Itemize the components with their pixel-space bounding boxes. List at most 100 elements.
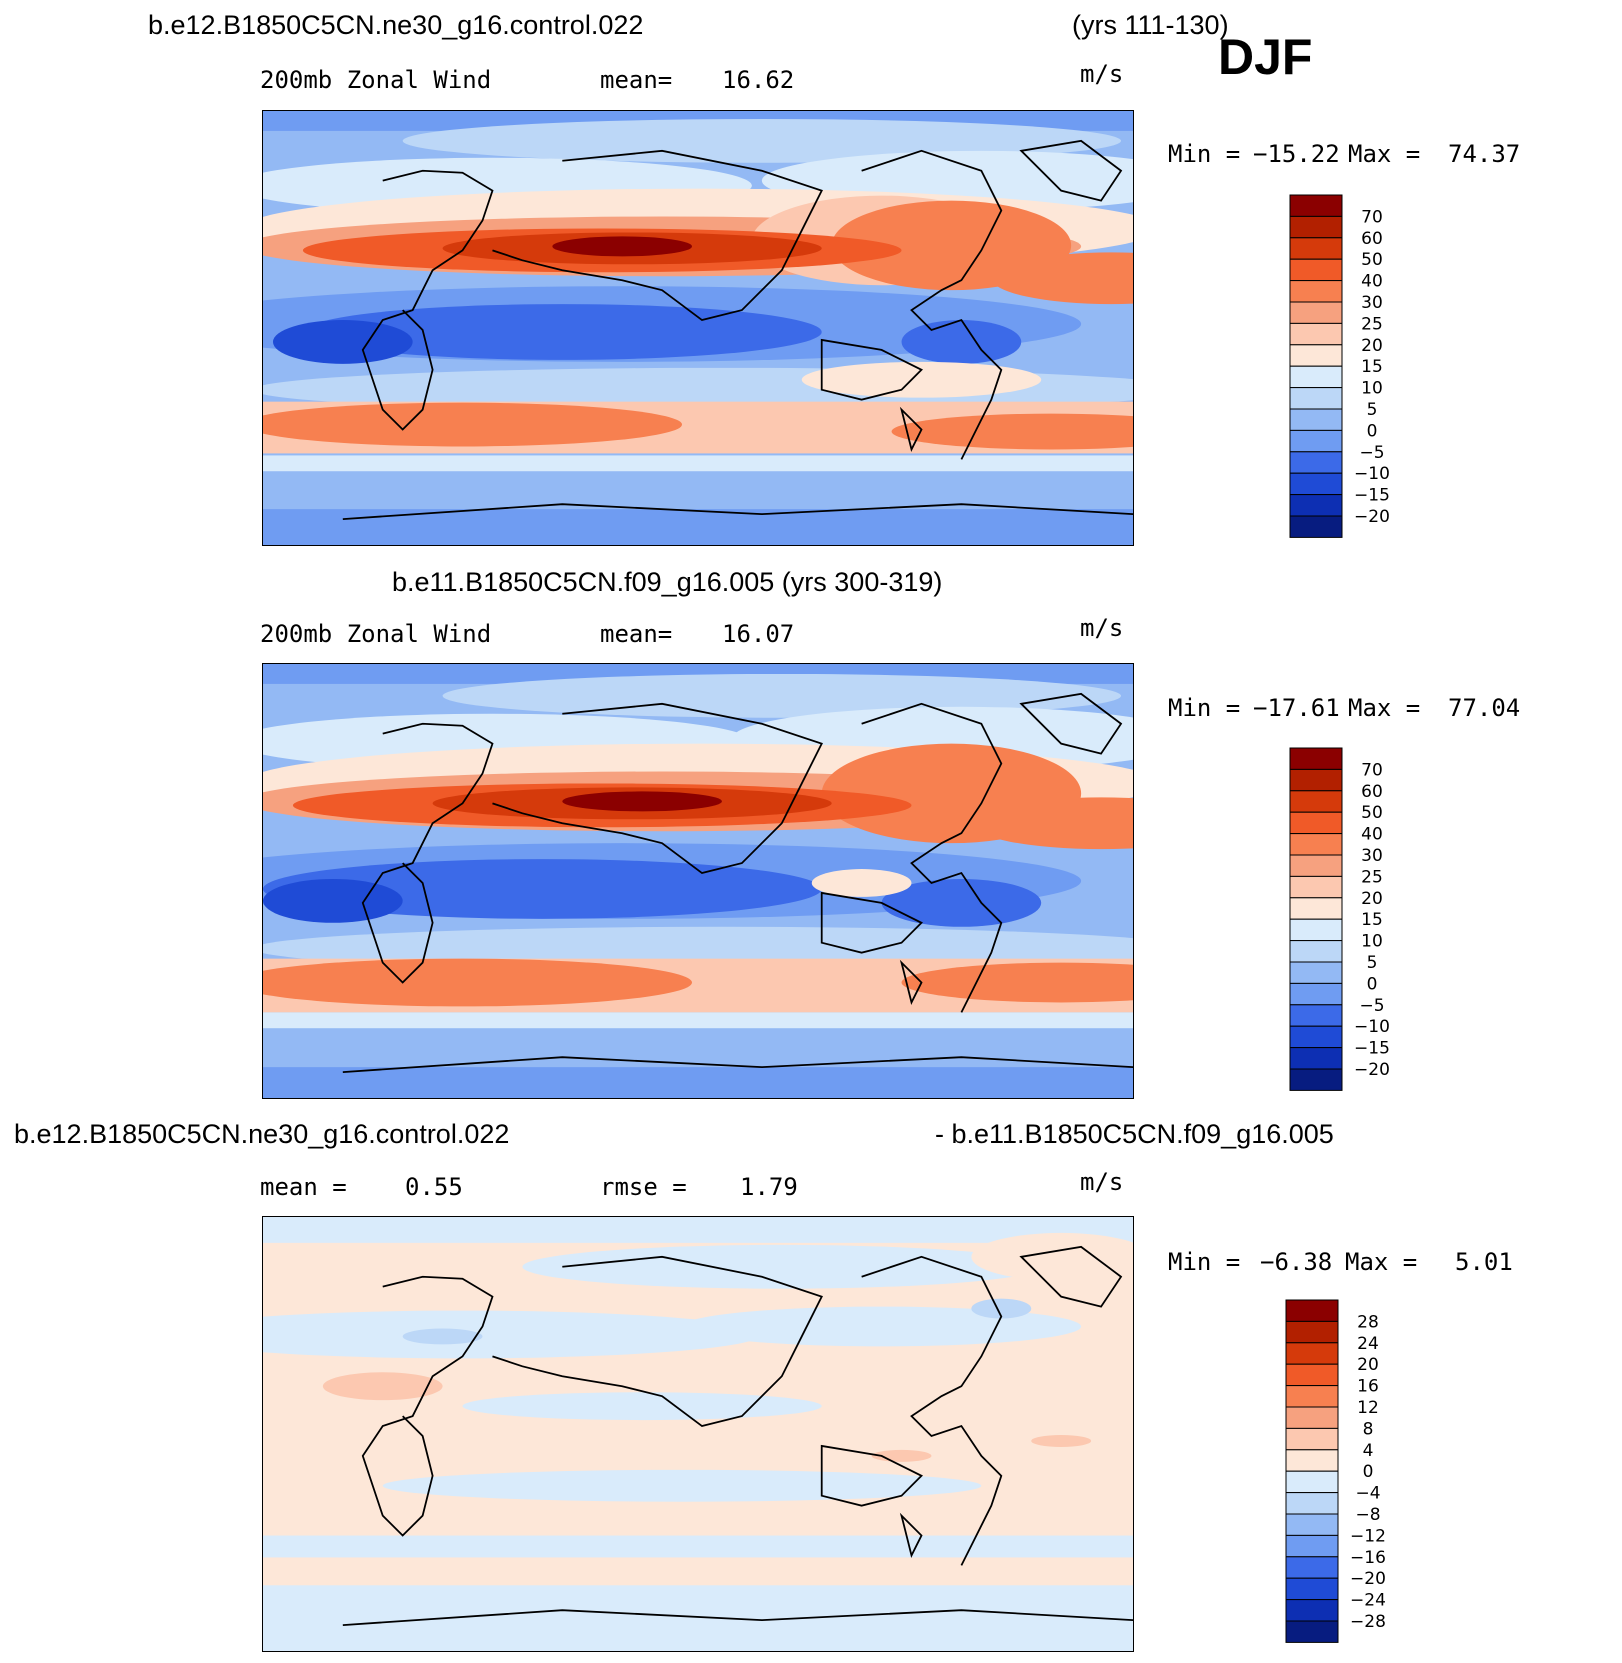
- colorbar-tick-label: −20: [1350, 1569, 1386, 1589]
- colorbar-tick-label: 24: [1357, 1334, 1379, 1354]
- panel1-mean-label: mean=: [600, 66, 673, 94]
- colorbar-swatch: [1289, 875, 1343, 899]
- colorbar-tick-label: 15: [1361, 357, 1383, 377]
- panel3-min-label: Min =: [1168, 1248, 1241, 1276]
- colorbar-swatch: [1285, 1427, 1339, 1451]
- colorbar-swatch: [1289, 194, 1343, 217]
- colorbar-swatch: [1285, 1513, 1339, 1536]
- colorbar-tick-label: 60: [1361, 229, 1383, 249]
- colorbar-swatch: [1289, 387, 1343, 410]
- colorbar-swatch: [1289, 429, 1343, 453]
- panel2-min-label: Min =: [1168, 694, 1241, 722]
- panel2-title: b.e11.B1850C5CN.f09_g16.005 (yrs 300-319…: [392, 567, 943, 597]
- colorbar-tick-label: −8: [1355, 1505, 1380, 1525]
- colorbar-tick-label: 10: [1361, 932, 1383, 952]
- colorbar-tick-label: 16: [1357, 1377, 1379, 1397]
- colorbar-tick-label: 0: [1363, 1462, 1374, 1482]
- panel3-mean-label: mean =: [260, 1173, 347, 1201]
- colorbar-swatch: [1289, 918, 1343, 942]
- panel3-rmse-value: 1.79: [740, 1173, 798, 1201]
- panel3-rmse-label: rmse =: [600, 1173, 687, 1201]
- colorbar-swatch: [1289, 940, 1343, 963]
- panel3-max-value: 5.01: [1455, 1248, 1513, 1276]
- colorbar-swatch: [1289, 215, 1343, 239]
- colorbar-swatch: [1285, 1385, 1339, 1408]
- colorbar-swatch: [1285, 1320, 1339, 1344]
- colorbar-tick-label: −24: [1350, 1591, 1386, 1611]
- colorbar-tick-label: 40: [1361, 825, 1383, 845]
- colorbar-tick-label: 28: [1357, 1312, 1379, 1332]
- colorbar-swatch: [1289, 1025, 1343, 1049]
- colorbar-swatch: [1289, 897, 1343, 920]
- panel2-mean-label: mean=: [600, 620, 673, 648]
- colorbar-swatch: [1285, 1406, 1339, 1429]
- colorbar-swatch: [1289, 833, 1343, 856]
- panel3-units: m/s: [1080, 1168, 1124, 1196]
- panel3-max-label: Max =: [1345, 1248, 1418, 1276]
- season-label: DJF: [1218, 29, 1313, 85]
- colorbar-tick-label: 70: [1361, 760, 1383, 780]
- panel1-map: [262, 110, 1134, 546]
- colorbar-swatch: [1285, 1299, 1339, 1322]
- panel1-min-label: Min =: [1168, 140, 1241, 168]
- panel2-map: [262, 663, 1134, 1099]
- colorbar-tick-label: −10: [1354, 464, 1390, 484]
- colorbar-swatch: [1285, 1363, 1339, 1387]
- colorbar-tick-label: −10: [1354, 1017, 1390, 1037]
- colorbar-swatch: [1285, 1599, 1339, 1622]
- colorbar-swatch: [1289, 961, 1343, 984]
- colorbar-tick-label: 20: [1361, 336, 1383, 356]
- colorbar-tick-label: −5: [1359, 996, 1384, 1016]
- panel1-units: m/s: [1080, 60, 1124, 88]
- panel2-mean-value: 16.07: [722, 620, 795, 648]
- colorbar-swatch: [1289, 237, 1343, 260]
- colorbar-tick-label: 30: [1361, 846, 1383, 866]
- colorbar-tick-label: 5: [1367, 953, 1378, 973]
- colorbar-tick-label: 50: [1361, 803, 1383, 823]
- colorbar-swatch: [1289, 1004, 1343, 1027]
- colorbar-tick-label: 15: [1361, 910, 1383, 930]
- colorbar-tick-label: 20: [1361, 889, 1383, 909]
- colorbar-swatch: [1285, 1620, 1339, 1643]
- panel3-mean-value: 0.55: [405, 1173, 463, 1201]
- panel1-title-left: b.e12.B1850C5CN.ne30_g16.control.022: [148, 10, 644, 40]
- colorbar-swatch: [1289, 768, 1343, 792]
- colorbar-swatch: [1289, 515, 1343, 538]
- colorbar-swatch: [1289, 790, 1343, 813]
- panel2-max-label: Max =: [1348, 694, 1421, 722]
- colorbar-swatch: [1289, 258, 1343, 282]
- colorbar-swatch: [1289, 301, 1343, 324]
- panel1-max-label: Max =: [1348, 140, 1421, 168]
- colorbar-tick-label: 0: [1367, 421, 1378, 441]
- colorbar-swatch: [1289, 344, 1343, 367]
- colorbar-swatch: [1289, 1068, 1343, 1091]
- colorbar-swatch: [1289, 408, 1343, 431]
- colorbar-tick-label: 5: [1367, 400, 1378, 420]
- colorbar-tick-label: −4: [1355, 1484, 1380, 1504]
- colorbar-tick-label: 70: [1361, 207, 1383, 227]
- colorbar-tick-label: 50: [1361, 250, 1383, 270]
- panel1-min-value: −15.22: [1253, 140, 1340, 168]
- colorbar-swatch: [1289, 451, 1343, 474]
- colorbar-swatch: [1289, 747, 1343, 770]
- colorbar-swatch: [1285, 1492, 1339, 1515]
- colorbar-tick-label: 8: [1363, 1419, 1374, 1439]
- panel1-field-label: 200mb Zonal Wind: [260, 66, 492, 94]
- colorbar-tick-label: 12: [1357, 1398, 1379, 1418]
- panel2-max-value: 77.04: [1448, 694, 1521, 722]
- colorbar-swatch: [1289, 365, 1343, 389]
- colorbar-swatch: [1289, 982, 1343, 1006]
- colorbar-tick-label: −5: [1359, 443, 1384, 463]
- panel2-field-label: 200mb Zonal Wind: [260, 620, 492, 648]
- colorbar-tick-label: 10: [1361, 379, 1383, 399]
- colorbar-swatch: [1285, 1470, 1339, 1494]
- colorbar-tick-label: 0: [1367, 974, 1378, 994]
- colorbar-swatch: [1289, 280, 1343, 303]
- panel3-colorbar: 28 24 20 16 12 8 4 0 −4 −8 −12 −16 −20 −24 −28: [1285, 1299, 1426, 1651]
- panel3-title-right: - b.e11.B1850C5CN.f09_g16.005: [935, 1119, 1334, 1149]
- colorbar-swatch: [1289, 811, 1343, 835]
- colorbar-tick-label: −15: [1354, 1039, 1390, 1059]
- colorbar-swatch: [1289, 472, 1343, 496]
- panel2-units: m/s: [1080, 614, 1124, 642]
- panel2-min-value: −17.61: [1253, 694, 1340, 722]
